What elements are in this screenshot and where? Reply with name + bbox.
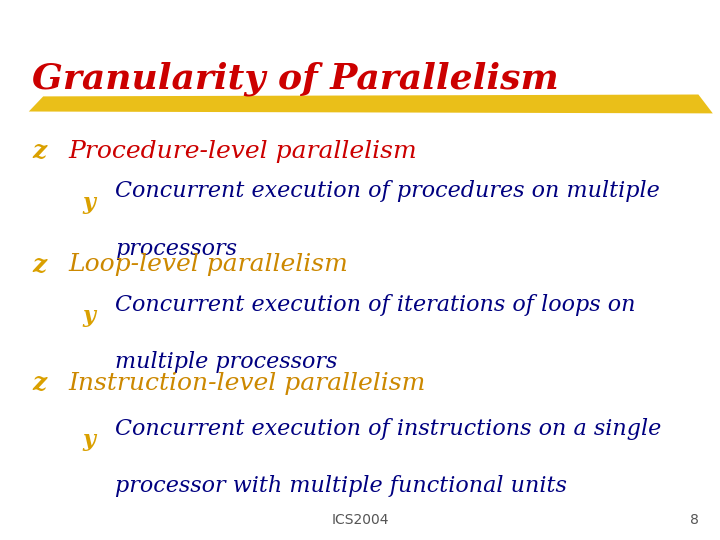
Polygon shape — [29, 94, 713, 113]
Text: z: z — [32, 253, 47, 276]
Text: processor with multiple functional units: processor with multiple functional units — [115, 475, 567, 497]
Text: Instruction-level parallelism: Instruction-level parallelism — [68, 372, 426, 395]
Text: z: z — [32, 372, 47, 395]
Text: Loop-level parallelism: Loop-level parallelism — [68, 253, 348, 276]
Text: processors: processors — [115, 238, 237, 260]
Text: z: z — [32, 139, 47, 163]
Text: y: y — [83, 192, 96, 213]
Text: Concurrent execution of iterations of loops on: Concurrent execution of iterations of lo… — [115, 294, 636, 316]
Text: 8: 8 — [690, 512, 698, 526]
Text: Concurrent execution of procedures on multiple: Concurrent execution of procedures on mu… — [115, 180, 660, 202]
Text: ICS2004: ICS2004 — [331, 512, 389, 526]
Text: Concurrent execution of instructions on a single: Concurrent execution of instructions on … — [115, 418, 662, 440]
Text: Granularity of Parallelism: Granularity of Parallelism — [32, 61, 559, 96]
Text: multiple processors: multiple processors — [115, 351, 338, 373]
Text: y: y — [83, 429, 96, 451]
Text: Procedure-level parallelism: Procedure-level parallelism — [68, 140, 417, 163]
Text: y: y — [83, 305, 96, 327]
